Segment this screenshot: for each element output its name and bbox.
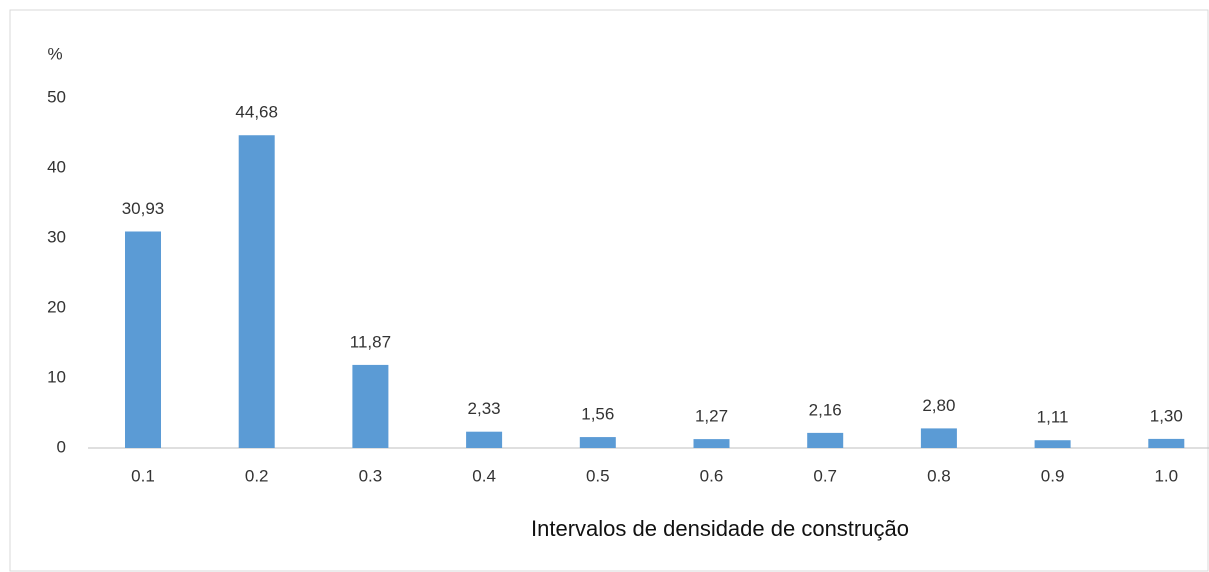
chart-border xyxy=(9,9,1209,572)
y-axis-label: % xyxy=(47,44,62,63)
x-tick-label: 0.3 xyxy=(359,466,383,485)
x-tick-label: 0.2 xyxy=(245,466,269,485)
x-tick-label: 0.9 xyxy=(1041,466,1065,485)
bar xyxy=(920,428,957,448)
data-label: 1,30 xyxy=(1150,406,1183,425)
data-label: 1,11 xyxy=(1037,408,1069,427)
x-tick-label: 0.1 xyxy=(131,466,155,485)
x-tick-label: 0.5 xyxy=(586,466,610,485)
data-label: 2,80 xyxy=(922,396,955,415)
data-label: 1,56 xyxy=(581,405,614,424)
x-tick-label: 1.0 xyxy=(1154,466,1178,485)
bar xyxy=(1034,440,1071,448)
x-tick-label: 0.8 xyxy=(927,466,951,485)
y-tick-label: 30 xyxy=(47,227,66,246)
data-label: 44,68 xyxy=(235,103,278,122)
x-tick-label: 0.6 xyxy=(700,466,724,485)
bar xyxy=(1148,438,1185,448)
bar xyxy=(807,432,844,448)
bar xyxy=(125,231,161,448)
data-label: 1,27 xyxy=(695,407,728,426)
x-tick-label: 0.7 xyxy=(813,466,837,485)
bar xyxy=(238,135,275,449)
bar xyxy=(579,437,616,448)
y-tick-label: 10 xyxy=(47,367,66,386)
y-tick-label: 20 xyxy=(47,297,66,316)
y-tick-label: 50 xyxy=(47,87,66,106)
data-label: 30,93 xyxy=(122,199,165,218)
y-tick-label: 0 xyxy=(57,437,66,456)
bar xyxy=(466,431,503,448)
bar xyxy=(352,364,389,448)
x-axis-label: Intervalos de densidade de construção xyxy=(531,516,909,541)
data-label: 2,16 xyxy=(809,400,842,419)
data-label: 11,87 xyxy=(350,332,391,351)
bar xyxy=(693,439,730,448)
data-label: 2,33 xyxy=(468,399,501,418)
x-tick-label: 0.4 xyxy=(472,466,496,485)
y-tick-label: 40 xyxy=(47,157,66,176)
